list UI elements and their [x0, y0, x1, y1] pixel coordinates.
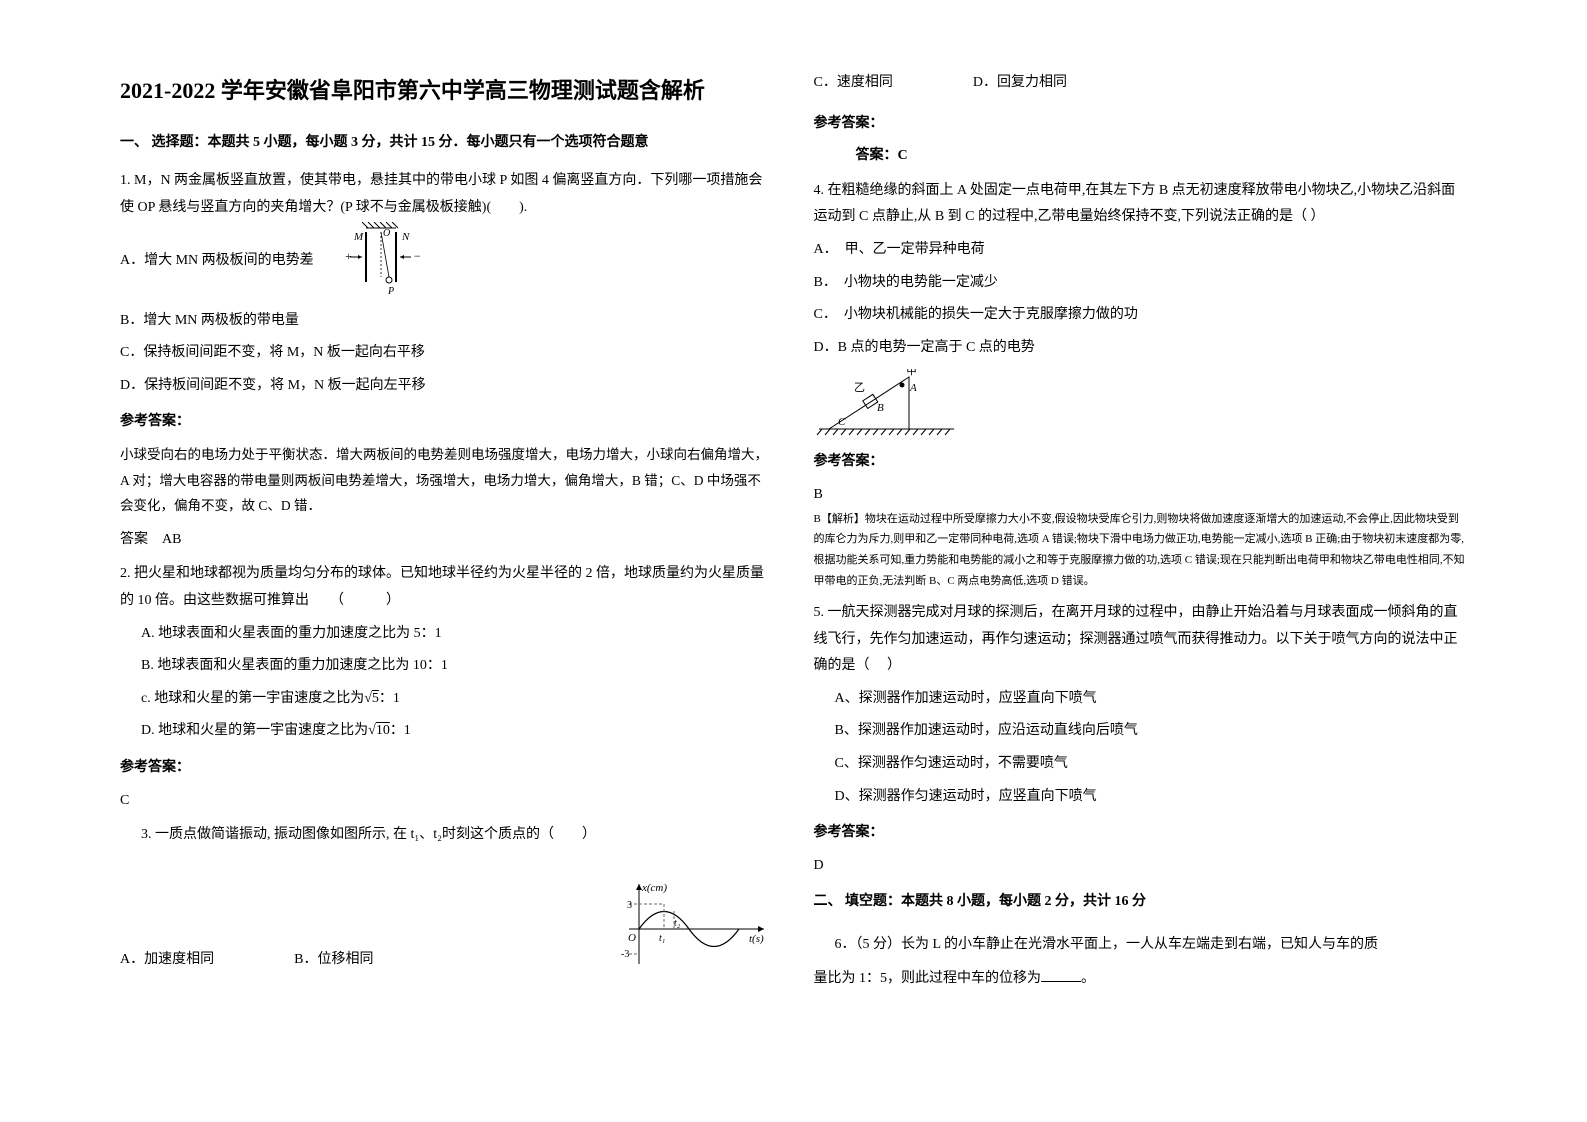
q3-y2: -3	[621, 949, 629, 960]
q3-stem: 3. 一质点做简谐振动, 振动图像如图所示, 在 t₁、t₂时刻这个质点的（ ）	[120, 822, 774, 849]
q3-opts-cd: C．速度相同 D．回复力相同	[814, 70, 1468, 97]
q1-stem: 1. M，N 两金属板竖直放置，使其带电，悬挂其中的带电小球 P 如图 4 偏离…	[120, 168, 774, 221]
q5-ref: 参考答案：	[814, 820, 1468, 847]
q1-fig-O: O	[383, 228, 390, 239]
q5-answer: D	[814, 853, 1468, 880]
question-1: 1. M，N 两金属板竖直放置，使其带电，悬挂其中的带电小球 P 如图 4 偏离…	[120, 168, 774, 553]
q1-answer: 答案 AB	[120, 527, 774, 554]
q4-jia: 甲	[906, 369, 917, 377]
question-3: 3. 一质点做简谐振动, 振动图像如图所示, 在 t₁、t₂时刻这个质点的（ ）…	[120, 822, 774, 974]
q4-note: B【解析】物块在运动过程中所受摩擦力大小不变,假设物块受库仑引力,则物块将做加速…	[814, 509, 1468, 593]
q2-stem: 2. 把火星和地球都视为质量均匀分布的球体。已知地球半径约为火星半径的 2 倍，…	[120, 561, 774, 614]
q1-optA: A．增大 MN 两极板间的电势差	[120, 248, 314, 275]
q1-fig-plus: +	[345, 249, 352, 263]
q1-fig-M: M	[353, 231, 364, 243]
q4-optA: A． 甲、乙一定带异种电荷	[814, 237, 1468, 264]
q5-optA: A、探测器作加速运动时，应竖直向下喷气	[814, 686, 1468, 713]
question-6: 6．（5 分）长为 L 的小车静止在光滑水平面上，一人从车左端走到右端，已知人与…	[814, 928, 1468, 995]
q1-optC: C．保持板间间距不变，将 M，N 板一起向右平移	[120, 340, 774, 367]
q1-optB: B．增大 MN 两极板的带电量	[120, 308, 774, 335]
q4-C: C	[838, 416, 846, 428]
q3-optB: B．位移相同	[294, 947, 373, 974]
q3-optD: D．回复力相同	[973, 70, 1067, 97]
q1-ref: 参考答案：	[120, 409, 774, 436]
question-2: 2. 把火星和地球都视为质量均匀分布的球体。已知地球半径约为火星半径的 2 倍，…	[120, 561, 774, 814]
q1-fig-minus: −	[414, 249, 421, 263]
q2-optB: B. 地球表面和火星表面的重力加速度之比为 10：1	[120, 653, 774, 680]
q2-optC: c. 地球和火星的第一宇宙速度之比为√5：1	[120, 686, 774, 713]
q4-A: A	[909, 382, 917, 394]
question-5: 5. 一航天探测器完成对月球的探测后，在离开月球的过程中，由静止开始沿着与月球表…	[814, 600, 1468, 879]
q3-y1: 3	[627, 900, 632, 911]
q4-B: B	[877, 402, 884, 414]
q1-figure: M N O P + −	[326, 222, 446, 302]
q4-answer: B	[814, 482, 1468, 509]
q4-optB: B． 小物块的电势能一定减少	[814, 270, 1468, 297]
question-4: 4. 在粗糙绝缘的斜面上 A 处固定一点电荷甲,在其左下方 B 点无初速度释放带…	[814, 178, 1468, 592]
q6-stem-c: 。	[1081, 971, 1095, 986]
q2-optD: D. 地球和火星的第一宇宙速度之比为√10：1	[120, 718, 774, 745]
q2-optA: A. 地球表面和火星表面的重力加速度之比为 5：1	[120, 621, 774, 648]
q4-optD: D．B 点的电势一定高于 C 点的电势	[814, 335, 1468, 362]
q3-optA: A．加速度相同	[120, 947, 214, 974]
q2-optD-post: ：1	[390, 723, 411, 738]
q1-explain: 小球受向右的电场力处于平衡状态．增大两板间的电势差则电场强度增大，电场力增大，小…	[120, 442, 774, 519]
q5-stem: 5. 一航天探测器完成对月球的探测后，在离开月球的过程中，由静止开始沿着与月球表…	[814, 600, 1468, 680]
q2-answer: C	[120, 788, 774, 815]
section2-head: 二、 填空题：本题共 8 小题，每小题 2 分，共计 16 分	[814, 889, 1468, 916]
q3-answer: 答案：C	[814, 143, 1468, 170]
q2-optC-rad: 5	[372, 691, 379, 706]
q3-t1: t₁	[659, 933, 665, 944]
q1-optD: D．保持板间间距不变，将 M，N 板一起向左平移	[120, 373, 774, 400]
q3-t2: t₂	[674, 918, 681, 929]
q5-optD: D、探测器作匀速运动时，应竖直向下喷气	[814, 784, 1468, 811]
q2-ref: 参考答案：	[120, 755, 774, 782]
q6-stem-b: 量比为 1：5，则此过程中车的位移为	[814, 971, 1042, 986]
page-title: 2021-2022 学年安徽省阜阳市第六中学高三物理测试题含解析	[120, 70, 774, 112]
q5-optC: C、探测器作匀速运动时，不需要喷气	[814, 751, 1468, 778]
q4-figure: 甲 乙 A B C	[814, 369, 1468, 439]
q2-optD-pre: D. 地球和火星的第一宇宙速度之比为	[141, 723, 368, 738]
q3-ref: 参考答案：	[814, 111, 1468, 138]
q3-optC: C．速度相同	[814, 70, 893, 97]
q4-optC: C． 小物块机械能的损失一定大于克服摩擦力做的功	[814, 302, 1468, 329]
q4-stem: 4. 在粗糙绝缘的斜面上 A 处固定一点电荷甲,在其左下方 B 点无初速度释放带…	[814, 178, 1468, 231]
q6-blank[interactable]	[1041, 968, 1081, 982]
right-column: C．速度相同 D．回复力相同 参考答案： 答案：C 4. 在粗糙绝缘的斜面上 A…	[794, 70, 1488, 1082]
q4-ref: 参考答案：	[814, 449, 1468, 476]
q2-optC-post: ：1	[379, 691, 400, 706]
q2-optC-pre: c. 地球和火星的第一宇宙速度之比为	[141, 691, 364, 706]
q3-opts-ab: A．加速度相同 B．位移相同	[120, 947, 373, 974]
q4-yi: 乙	[854, 381, 865, 394]
q1-row-a: A．增大 MN 两极板间的电势差 M N O P + −	[120, 222, 774, 302]
q2-optD-rad: 10	[376, 723, 390, 738]
q1-fig-P: P	[387, 286, 394, 297]
q3-O: O	[628, 932, 636, 944]
q5-optB: B、探测器作加速运动时，应沿运动直线向后喷气	[814, 718, 1468, 745]
q3-xlabel: t(s)	[749, 933, 764, 945]
q6-line2: 量比为 1：5，则此过程中车的位移为 。	[814, 971, 1096, 986]
q3-figure: x(cm) t(s) 3 -3 O t₁ t₂	[604, 879, 774, 974]
q6-stem-a: 6．（5 分）长为 L 的小车静止在光滑水平面上，一人从车左端走到右端，已知人与…	[814, 928, 1468, 962]
q3-ylabel: x(cm)	[641, 882, 667, 894]
q1-fig-N: N	[401, 231, 410, 243]
left-column: 2021-2022 学年安徽省阜阳市第六中学高三物理测试题含解析 一、 选择题：…	[100, 70, 794, 1082]
section1-head: 一、 选择题：本题共 5 小题，每小题 3 分，共计 15 分．每小题只有一个选…	[120, 130, 774, 157]
